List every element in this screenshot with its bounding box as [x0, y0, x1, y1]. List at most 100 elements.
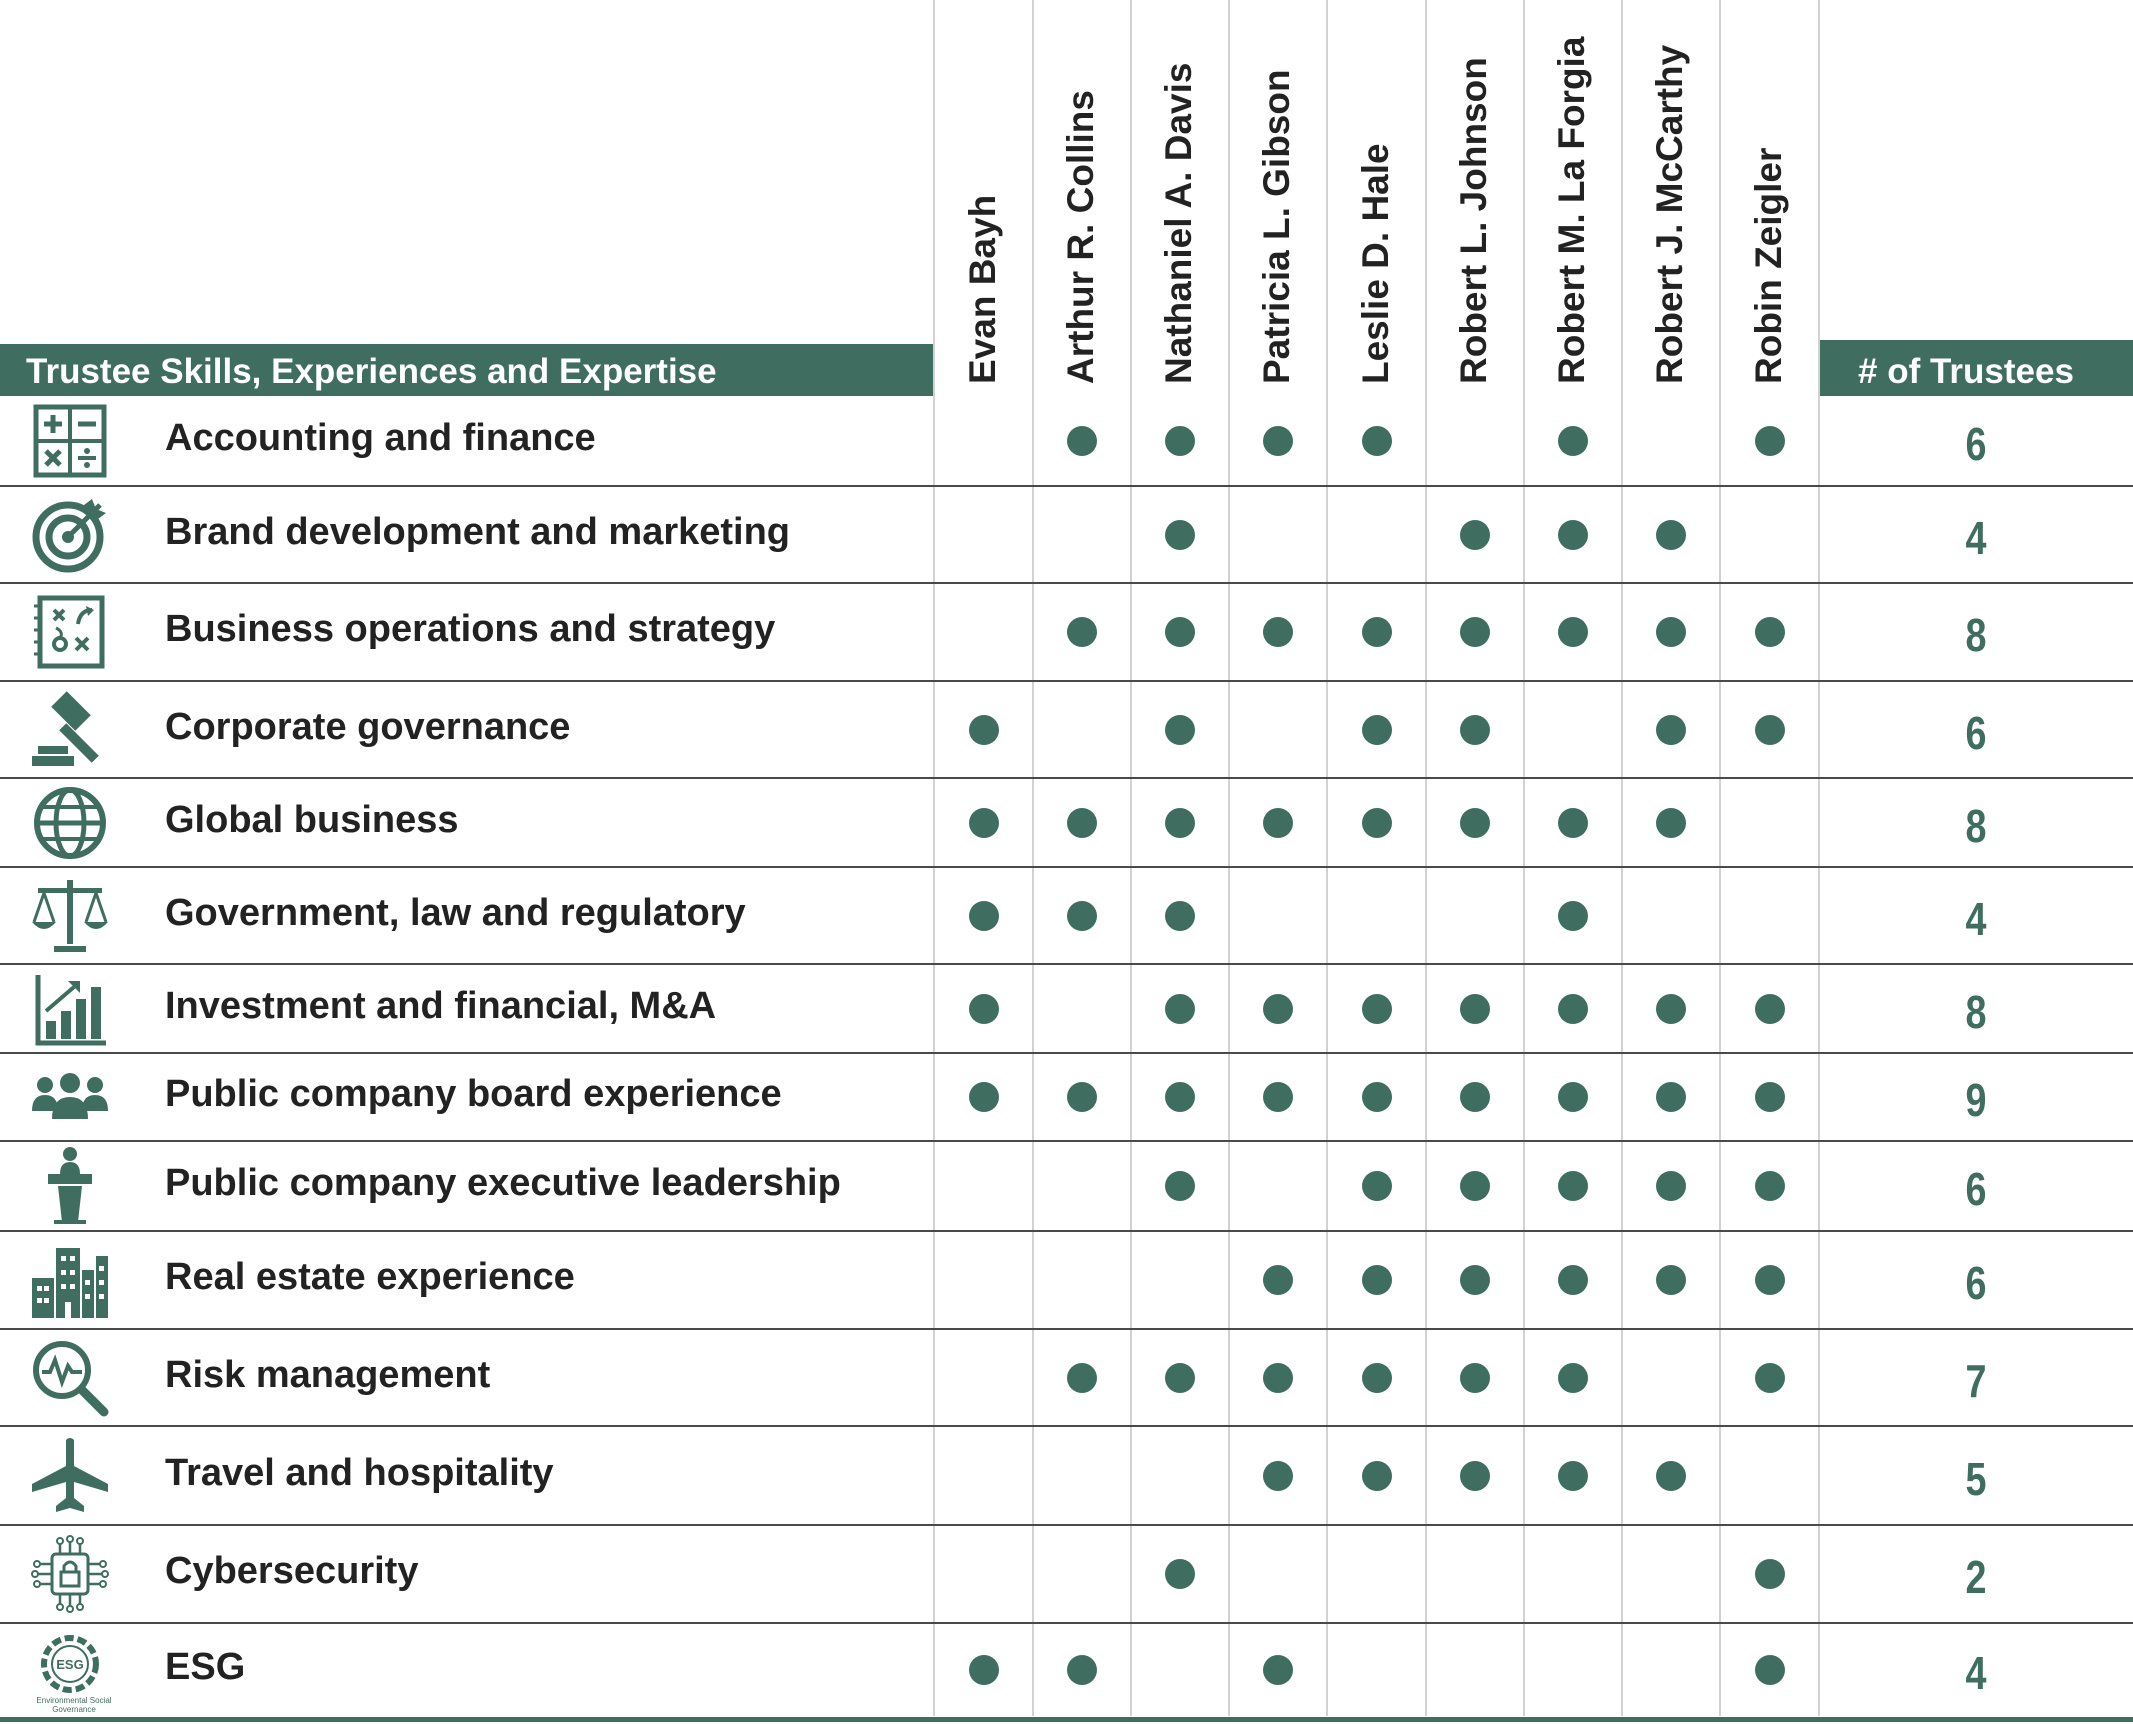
- skill-dot: [1754, 993, 1785, 1024]
- skill-dot: [1165, 1559, 1195, 1589]
- skill-label: Public company executive leadership: [165, 1162, 841, 1204]
- skill-dot: [1263, 807, 1293, 838]
- skill-dot: [1656, 1171, 1686, 1201]
- skill-dot: [1165, 519, 1195, 550]
- row-divider: [0, 1524, 2133, 1526]
- row-divider: [0, 963, 2133, 965]
- trustee-count: 8: [1965, 609, 1987, 661]
- trustee-count: 2: [1965, 1551, 1987, 1603]
- column-divider: [1818, 0, 1820, 1716]
- calculator-icon: [33, 404, 107, 478]
- skill-dot: [1263, 617, 1293, 647]
- skill-dot: [1361, 426, 1392, 456]
- skill-dot: [1067, 426, 1097, 456]
- skill-dot: [1067, 900, 1097, 931]
- trustee-count: 4: [1965, 511, 1987, 564]
- column-divider: [1621, 0, 1623, 1716]
- trustee-name: Robert J. McCarthy: [1649, 44, 1690, 384]
- trustee-count: 6: [1965, 418, 1987, 470]
- trustee-count: 6: [1965, 1163, 1987, 1215]
- skill-dot: [1165, 1171, 1195, 1201]
- skill-dot: [1754, 1082, 1785, 1112]
- trustee-count: 6: [1965, 1257, 1987, 1309]
- buildings-icon: [32, 1248, 108, 1318]
- strategy-board-icon: [34, 595, 105, 669]
- skill-dot: [1754, 426, 1785, 456]
- skill-dot: [1754, 714, 1785, 745]
- column-divider: [1326, 0, 1328, 1716]
- row-divider: [0, 680, 2133, 682]
- skill-dot: [1263, 1362, 1293, 1393]
- skill-dot: [1558, 617, 1588, 647]
- skill-label: Government, law and regulatory: [165, 891, 746, 934]
- row-divider: [0, 485, 2133, 487]
- skill-dot: [1558, 426, 1588, 456]
- skill-dot: [1361, 1460, 1392, 1491]
- skill-label: Real estate experience: [165, 1256, 575, 1298]
- skill-dot: [1460, 1171, 1490, 1201]
- row-divider: [0, 1230, 2133, 1232]
- column-divider: [1228, 0, 1230, 1716]
- podium-speaker-icon: [48, 1147, 92, 1224]
- count-header-band: [1820, 340, 2133, 396]
- trustee-name: Robert M. La Forgia: [1551, 36, 1592, 384]
- trustee-count: 4: [1965, 1646, 1987, 1699]
- bar-growth-icon: [35, 974, 106, 1045]
- skill-dot: [1754, 1265, 1785, 1295]
- skill-dot: [1558, 519, 1588, 550]
- trustee-count: 9: [1965, 1074, 1987, 1126]
- trustee-count: 4: [1965, 892, 1987, 945]
- trustee-count: 6: [1965, 706, 1987, 759]
- row-divider: [0, 582, 2133, 584]
- table-bottom-rule: [0, 1717, 2133, 1722]
- skill-label: Cybersecurity: [165, 1550, 419, 1592]
- row-divider: [0, 1140, 2133, 1142]
- skill-dot: [1361, 1171, 1392, 1201]
- skill-dot: [968, 714, 999, 745]
- skill-dot: [1263, 1082, 1293, 1112]
- skill-dot: [1361, 1082, 1392, 1112]
- skill-dot: [1361, 1265, 1392, 1295]
- skill-dot: [968, 1082, 999, 1112]
- skill-dot: [1165, 426, 1195, 456]
- trustee-count: 5: [1965, 1452, 1987, 1505]
- trustee-name: Patricia L. Gibson: [1256, 69, 1297, 384]
- skill-dot: [1067, 1654, 1097, 1685]
- skills-header-title: Trustee Skills, Experiences and Expertis…: [26, 352, 717, 391]
- risk-magnifier-icon: [33, 1340, 109, 1416]
- row-divider: [0, 1052, 2133, 1054]
- skill-dot: [1460, 1460, 1490, 1491]
- skill-dot: [1165, 993, 1195, 1024]
- skill-dot: [1361, 993, 1392, 1024]
- airplane-icon: [32, 1437, 108, 1512]
- skill-dot: [1558, 1460, 1588, 1491]
- skill-dot: [1361, 714, 1392, 745]
- skill-dot: [1558, 993, 1588, 1024]
- trustee-count: 8: [1965, 799, 1987, 852]
- skill-dot: [1067, 1362, 1097, 1393]
- count-header-title: # of Trustees: [1858, 352, 2074, 391]
- row-divider: [0, 1328, 2133, 1330]
- skill-dot: [1067, 617, 1097, 647]
- skill-dot: [1460, 993, 1490, 1024]
- skill-dot: [1656, 714, 1686, 745]
- skill-dot: [1656, 993, 1686, 1024]
- skill-dot: [1165, 900, 1195, 931]
- skill-label: Risk management: [165, 1353, 491, 1396]
- skill-dot: [1558, 1171, 1588, 1201]
- skill-label: Accounting and finance: [165, 417, 596, 459]
- skills-header-band: [0, 344, 933, 396]
- skill-dot: [1558, 1362, 1588, 1393]
- skill-dot: [1361, 1362, 1392, 1393]
- gavel-icon: [32, 690, 99, 766]
- skill-dot: [1361, 617, 1392, 647]
- skill-dot: [1754, 1362, 1785, 1393]
- scales-icon: [32, 879, 108, 952]
- column-divider: [1130, 0, 1132, 1716]
- skill-dot: [1460, 617, 1490, 647]
- skill-dot: [1754, 1654, 1785, 1685]
- skill-dot: [1460, 1265, 1490, 1295]
- skill-dot: [1558, 1082, 1588, 1112]
- skill-dot: [1558, 807, 1588, 838]
